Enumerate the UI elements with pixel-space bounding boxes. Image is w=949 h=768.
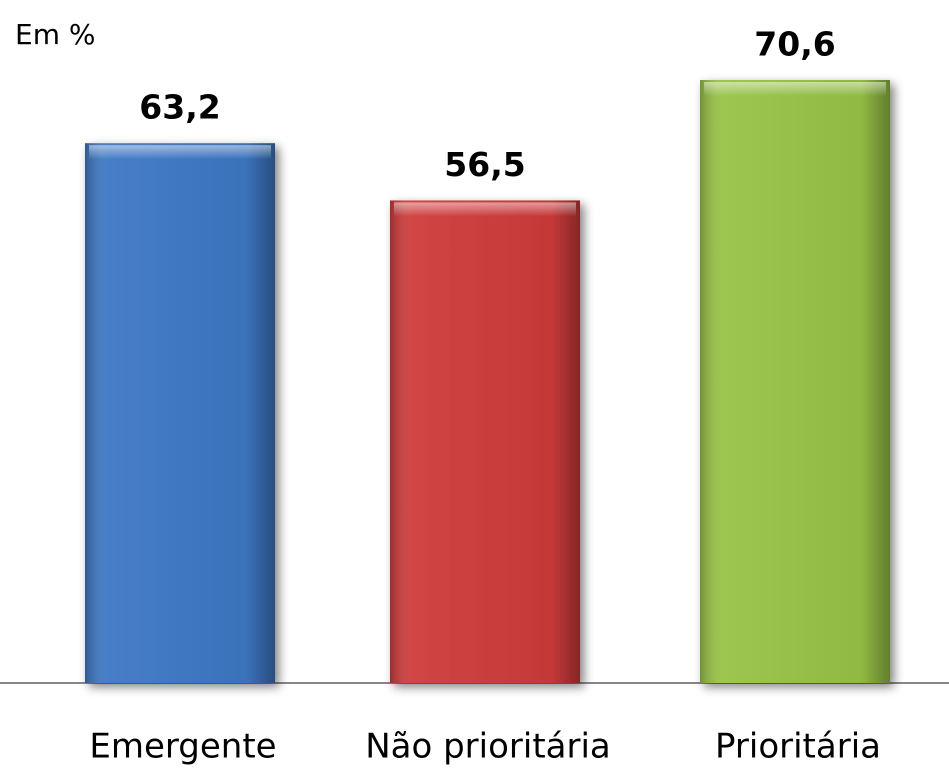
value-label: 63,2: [139, 88, 220, 127]
x-tick-label: Emergente: [89, 727, 276, 767]
bar-shine: [394, 202, 576, 217]
bar-group: [390, 200, 580, 683]
bar-shine: [89, 145, 271, 160]
unit-label: Em %: [15, 18, 95, 51]
x-tick-label: Não prioritária: [365, 727, 611, 767]
value-label: 56,5: [444, 145, 525, 184]
bar-shade: [390, 200, 580, 683]
x-tick-label: Prioritária: [715, 727, 881, 767]
bar-group: [85, 143, 275, 683]
value-label: 70,6: [754, 25, 835, 64]
bar-shine: [704, 82, 886, 96]
bar-shade: [85, 143, 275, 683]
bar-group: [700, 80, 890, 683]
bar-shade: [700, 80, 890, 683]
